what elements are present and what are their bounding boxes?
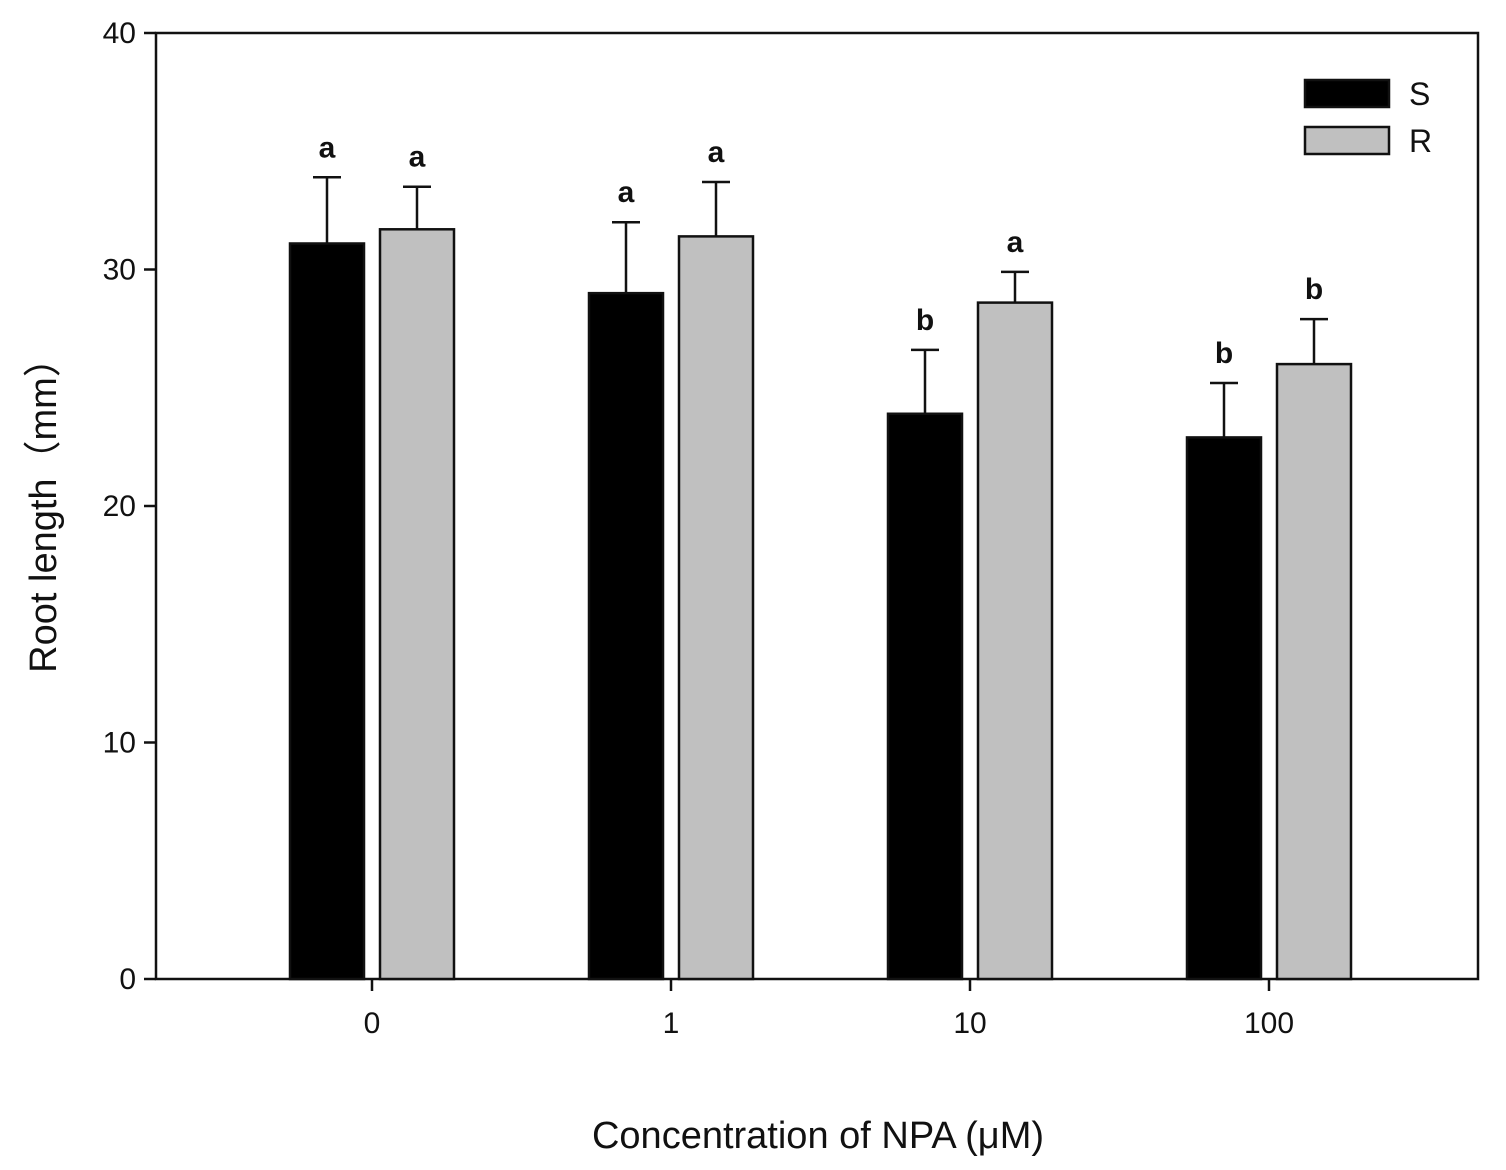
legend-swatch-s <box>1303 78 1391 109</box>
x-tick-label: 100 <box>1244 1007 1294 1040</box>
bar-r <box>1275 362 1353 981</box>
significance-label: a <box>1007 226 1024 259</box>
bar-r <box>677 235 755 981</box>
legend: SR <box>1303 76 1432 159</box>
significance-label: a <box>319 131 336 164</box>
y-tick-label: 20 <box>103 490 136 523</box>
y-tick-label: 10 <box>103 727 136 760</box>
y-tick-label: 30 <box>103 254 136 287</box>
significance-label: b <box>1215 337 1233 370</box>
bar-s <box>886 412 964 981</box>
bar-r <box>378 228 456 981</box>
x-axis-title: Concentration of NPA (μM) <box>592 1115 1044 1157</box>
y-axis-title: Root length（mm） <box>23 339 65 673</box>
bar-s <box>288 242 366 981</box>
significance-label: a <box>618 176 635 209</box>
x-tick-label: 0 <box>364 1007 381 1040</box>
axes-layer: 0 10 20 30 40 0 1 10 100 <box>103 17 1294 1040</box>
significance-label: b <box>916 304 934 337</box>
bar-s <box>1185 436 1263 981</box>
significance-label: b <box>1305 273 1323 306</box>
x-tick-label: 1 <box>663 1007 680 1040</box>
y-tick-label: 40 <box>103 17 136 50</box>
bar-s <box>587 291 665 981</box>
legend-label-r: R <box>1409 123 1432 159</box>
significance-label: a <box>409 141 426 174</box>
x-tick-label: 10 <box>953 1007 986 1040</box>
y-tick-label: 0 <box>119 963 136 996</box>
legend-swatch-r <box>1303 125 1391 156</box>
legend-label-s: S <box>1409 76 1430 112</box>
bars-layer: a a b b a a a b <box>288 131 1353 981</box>
significance-label: a <box>708 136 725 169</box>
bar-r <box>976 301 1054 981</box>
